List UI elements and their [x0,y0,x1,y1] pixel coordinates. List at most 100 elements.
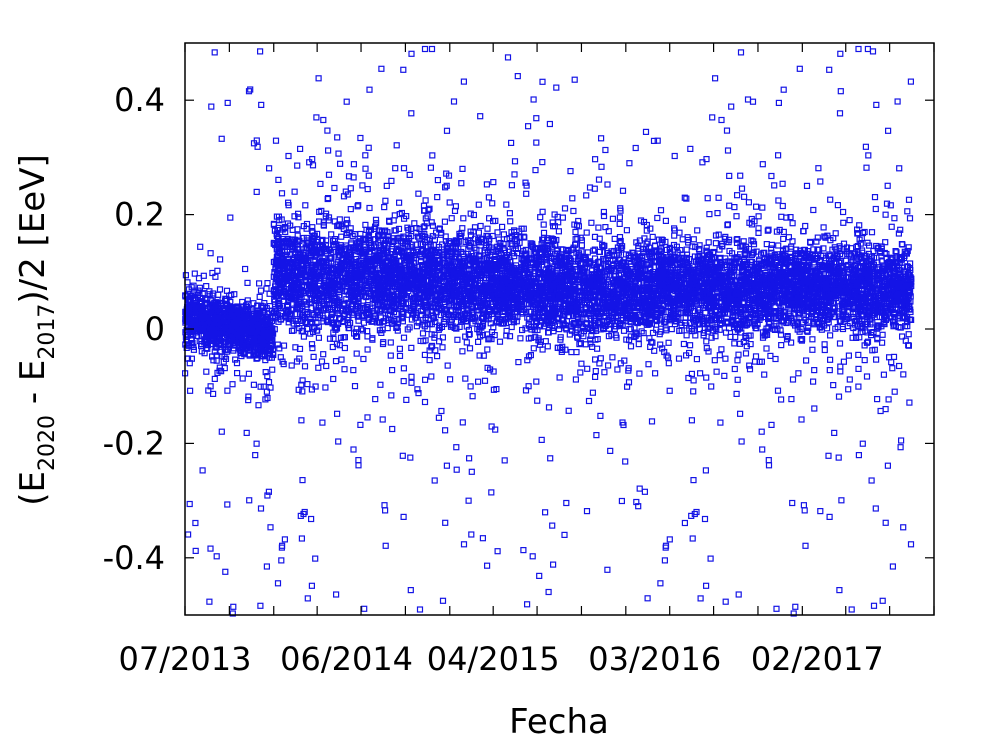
data-point [530,96,537,103]
data-point [442,519,449,526]
data-point [443,462,450,469]
data-point [265,488,272,495]
data-point [288,362,295,369]
data-point [291,188,298,195]
data-point [233,360,241,367]
data-point [247,336,254,343]
data-point [408,344,415,351]
data-point [257,287,265,294]
data-point [426,357,433,364]
data-point [644,595,651,602]
data-point [300,333,307,340]
data-point [203,368,210,375]
data-point [263,285,270,292]
data-point [294,321,301,328]
data-point [421,398,429,406]
data-point [407,454,414,461]
data-point [425,206,432,214]
data-point [419,330,427,337]
data-point [338,356,345,363]
data-point [583,229,590,236]
data-point [230,345,237,352]
data-point [299,388,306,395]
data-point [308,515,315,523]
data-point [317,180,324,187]
data-point [515,359,522,366]
data-point [232,320,239,327]
data-point [448,215,455,222]
data-point [222,328,230,335]
data-point [547,455,554,462]
data-point [583,508,591,515]
data-point [489,200,496,207]
data-point [362,165,369,172]
data-point [394,327,401,334]
data-point [304,595,311,602]
data-point [640,330,647,337]
data-point [216,286,224,293]
data-point [365,172,372,179]
data-point [406,171,413,178]
data-point [323,362,330,370]
data-point [222,324,229,331]
data-point [267,524,274,531]
data-point [354,203,361,210]
data-point [224,99,231,107]
data-point [572,228,579,236]
data-point [253,355,260,362]
data-point [623,227,631,234]
data-point [210,357,217,364]
data-point [266,329,273,336]
data-point [412,241,419,248]
data-point [324,127,331,134]
data-point [256,280,263,287]
data-point [413,323,420,330]
data-point [432,347,439,354]
data-point [247,86,254,93]
data-point [563,499,570,507]
data-point [458,180,465,187]
data-point [388,392,395,399]
data-point [256,293,263,300]
data-point [298,535,305,542]
data-point [246,497,253,504]
data-point [341,366,348,373]
data-point [199,467,206,474]
data-point [261,307,268,314]
data-point [242,265,249,273]
data-point [315,334,322,341]
data-point [444,362,451,369]
data-point [539,208,546,215]
data-point [244,279,251,286]
data-point [333,241,340,248]
data-point [347,206,354,213]
data-point [333,591,340,598]
data-point [459,348,466,355]
data-point [264,394,271,402]
data-point [223,287,231,294]
data-point [262,369,269,376]
data-point [570,207,577,215]
data-point [193,289,200,296]
data-point [524,123,532,130]
data-point [203,338,210,345]
data-point [379,416,386,423]
data-point [453,466,460,473]
data-point [369,336,376,343]
data-point [281,224,288,232]
data-point [224,348,231,355]
data-point [468,468,475,475]
data-point [380,339,387,346]
data-point [237,331,244,338]
data-point [434,177,441,184]
data-point [338,233,345,240]
data-point [295,214,302,221]
data-point [213,553,220,560]
data-point [301,508,308,516]
data-point [537,214,544,221]
data-point [568,349,575,356]
data-point [602,146,609,154]
data-point [210,290,217,297]
data-point [325,171,333,178]
data-point [214,312,221,320]
